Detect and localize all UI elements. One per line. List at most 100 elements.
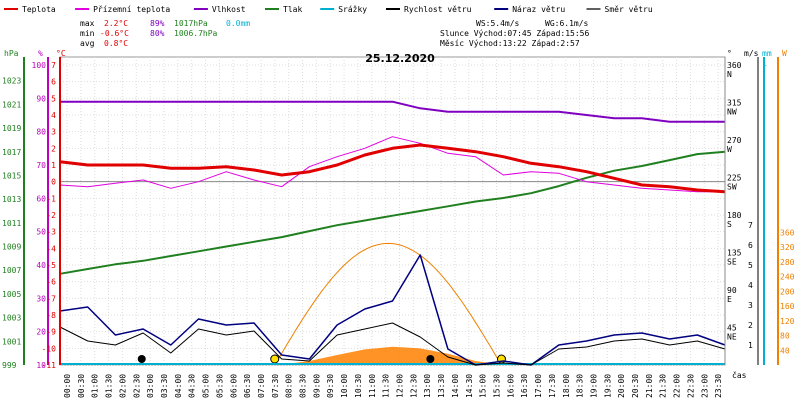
c-tick-label: 5 — [51, 94, 56, 103]
deg-tick-label: 90 — [727, 286, 737, 295]
hpa-tick-label: 1013 — [2, 195, 21, 204]
x-tick-label: 23:00 — [700, 374, 709, 398]
deg-tick-label: 360 — [727, 61, 742, 70]
axis-unit-pct_label: % — [38, 49, 43, 58]
axis-unit-c_label: °C — [56, 49, 66, 58]
series-layer — [59, 100, 726, 366]
w-tick-label: 40 — [780, 346, 790, 355]
x-tick-label: 00:00 — [63, 374, 72, 398]
x-tick-label: 06:00 — [229, 374, 238, 398]
stat-min-label: min — [80, 29, 95, 38]
x-tick-label: 21:30 — [659, 374, 668, 398]
pct-tick-label: 70 — [36, 161, 46, 170]
deg-dir-label: NW — [727, 108, 737, 117]
x-tick-label: 01:00 — [91, 374, 100, 398]
x-tick-label: 20:00 — [617, 374, 626, 398]
c-tick-label: 7 — [51, 61, 56, 70]
stat-ws: WS:5.4m/s — [476, 19, 520, 28]
axis-unit-mm_label: mm — [762, 49, 772, 58]
pct-tick-label: 50 — [36, 228, 46, 237]
stat-min-hum: 80% — [150, 29, 165, 38]
c-tick-label: 4 — [51, 111, 56, 120]
w-tick-label: 240 — [780, 273, 795, 282]
ms-tick-label: 7 — [748, 221, 753, 230]
pct-tick-label: 90 — [36, 94, 46, 103]
x-tick-label: 05:30 — [215, 374, 224, 398]
legend-entry: Směr větru — [605, 5, 653, 14]
stat-wg: WG:6.1m/s — [545, 19, 589, 28]
stat-max-rain: 0.0mm — [226, 19, 250, 28]
legend-entry: Tlak — [283, 5, 302, 14]
legend-entry: Rychlost větru — [404, 5, 472, 14]
x-tick-label: 18:00 — [562, 374, 571, 398]
x-tick-label: 01:30 — [105, 374, 114, 398]
x-tick-label: 02:00 — [118, 374, 127, 398]
axis-unit-deg_label: ° — [727, 49, 732, 58]
deg-dir-label: E — [727, 295, 732, 304]
legend-entry: Přízemní teplota — [93, 5, 170, 14]
c-tick-label: -3 — [46, 228, 56, 237]
x-tick-label: 19:00 — [589, 374, 598, 398]
x-tick-label: 20:30 — [631, 374, 640, 398]
x-tick-label: 18:30 — [576, 374, 585, 398]
pct-tick-label: 10 — [36, 361, 46, 370]
stat-max-label: max — [80, 19, 95, 28]
pct-tick-label: 80 — [36, 128, 46, 137]
chart-title: 25.12.2020 — [365, 52, 435, 65]
c-tick-label: 2 — [51, 144, 56, 153]
sun-layer — [60, 242, 725, 366]
grid — [59, 56, 726, 366]
x-tick-label: 04:30 — [188, 374, 197, 398]
x-tick-label: 05:00 — [202, 374, 211, 398]
x-tick-label: 12:30 — [409, 374, 418, 398]
deg-tick-label: 180 — [727, 211, 742, 220]
w-tick-label: 160 — [780, 302, 795, 311]
stat-sun: Slunce Východ:07:45 Západ:15:56 — [440, 29, 589, 38]
hpa-tick-label: 1023 — [2, 77, 21, 86]
x-tick-label: 21:00 — [645, 374, 654, 398]
deg-dir-label: W — [727, 145, 732, 154]
ms-tick-label: 3 — [748, 301, 753, 310]
deg-tick-label: 225 — [727, 174, 742, 183]
c-tick-label: -1 — [46, 194, 56, 203]
sun-radiation-area — [60, 346, 725, 365]
x-axis-label: čas — [732, 370, 747, 380]
x-tick-label: 02:30 — [132, 374, 141, 398]
ms-tick-label: 6 — [748, 241, 753, 250]
c-tick-label: 0 — [51, 178, 56, 187]
w-tick-label: 320 — [780, 243, 795, 252]
x-tick-label: 13:30 — [437, 374, 446, 398]
hpa-tick-label: 1001 — [2, 337, 21, 346]
mm-top-label: 1 — [762, 59, 767, 68]
x-tick-label: 08:30 — [299, 374, 308, 398]
stat-min-press: 1006.7hPa — [174, 29, 218, 38]
x-tick-label: 09:00 — [312, 374, 321, 398]
c-tick-label: 6 — [51, 78, 56, 87]
sun-arc — [274, 242, 500, 366]
x-tick-label: 07:00 — [257, 374, 266, 398]
c-tick-label: -9 — [46, 328, 56, 337]
x-tick-label: 11:00 — [368, 374, 377, 398]
hpa-tick-label: 1017 — [2, 148, 21, 157]
x-tick-label: 07:30 — [271, 374, 280, 398]
pct-tick-label: 100 — [32, 61, 47, 70]
x-tick-label: 04:00 — [174, 374, 183, 398]
x-tick-label: 10:30 — [354, 374, 363, 398]
x-tick-label: 03:00 — [146, 374, 155, 398]
c-tick-label: -7 — [46, 294, 56, 303]
w-tick-label: 200 — [780, 287, 795, 296]
c-tick-label: -2 — [46, 211, 56, 220]
deg-dir-label: S — [727, 220, 732, 229]
x-tick-label: 00:30 — [77, 374, 86, 398]
stat-max-hum: 89% — [150, 19, 165, 28]
deg-dir-label: N — [727, 70, 732, 79]
w-tick-label: 360 — [780, 228, 795, 237]
stat-max-temp: 2.2°C — [104, 19, 128, 28]
hpa-tick-label: 1015 — [2, 171, 21, 180]
c-tick-label: -11 — [42, 361, 57, 370]
x-tick-label: 13:00 — [423, 374, 432, 398]
stat-min-temp: -0.6°C — [100, 29, 129, 38]
x-tick-label: 22:30 — [686, 374, 695, 398]
deg-dir-label: SW — [727, 183, 737, 192]
